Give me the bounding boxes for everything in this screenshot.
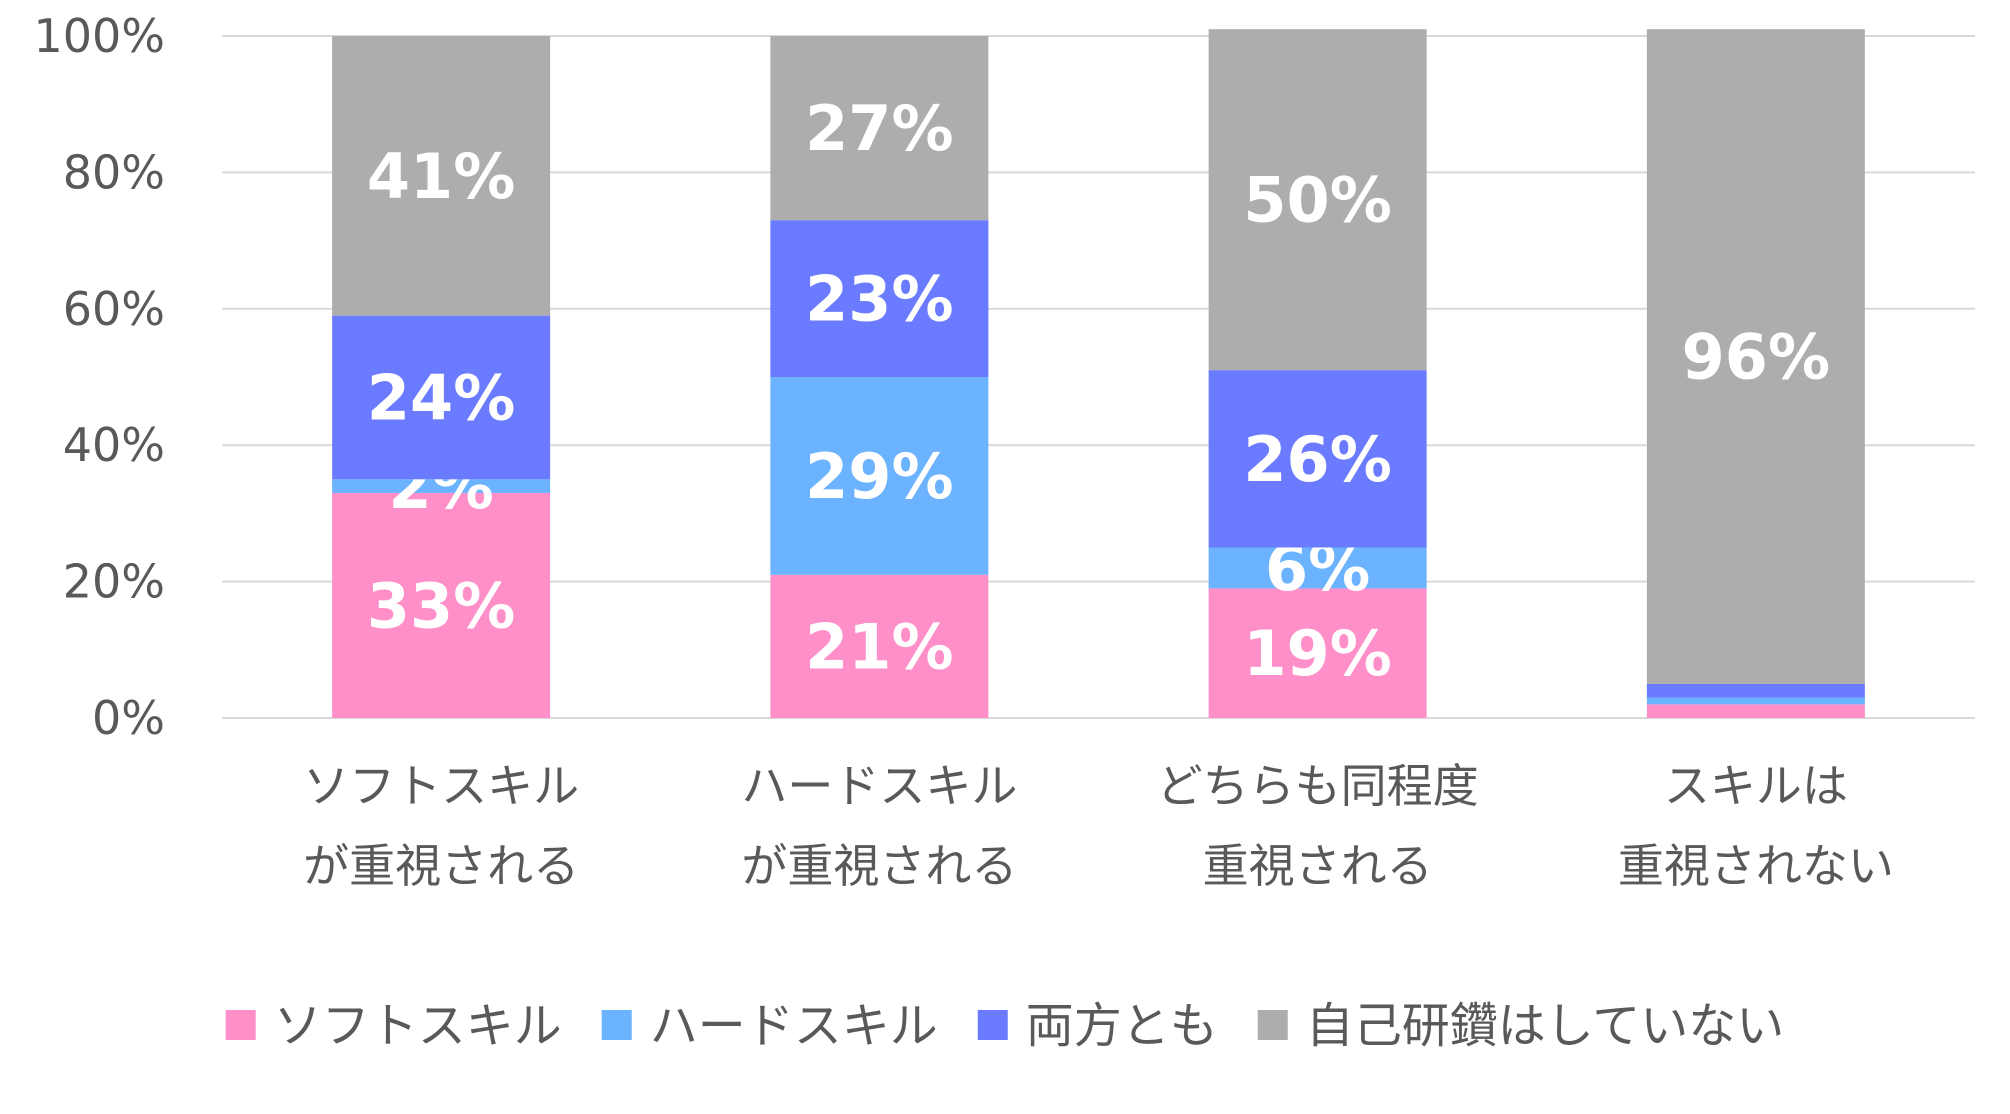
data-label: 27% [805,92,953,165]
x-category-label: が重視される [741,839,1017,893]
legend-swatch [601,1010,632,1040]
bars: 33%2%24%41%21%29%23%27%19%6%26%50%96% [332,29,1865,718]
legend-swatch [225,1010,256,1040]
x-category-label: どちらも同程度 [1157,759,1479,813]
y-tick-label: 100% [33,9,165,63]
x-category-label: スキルは [1664,759,1848,813]
data-label: 23% [805,263,953,336]
bar-segment [770,377,989,575]
bar-segment [332,492,551,718]
y-tick-label: 40% [63,418,165,472]
bar-segment [1208,370,1427,548]
bar-segment [1646,29,1865,684]
data-label: 33% [367,569,515,642]
bar-segment [332,479,551,493]
y-tick-label: 0% [92,691,165,745]
bar-segment [1646,683,1865,698]
legend-swatch [1257,1010,1288,1040]
legend-label: ハードスキル [650,998,938,1054]
legend: ソフトスキル ハードスキル 両方とも 自己研鑽はしていない [225,998,1785,1054]
data-label: 21% [805,610,953,683]
legend-label: ソフトスキル [274,998,562,1054]
x-category-label: 重視されない [1618,839,1894,893]
data-label: 41% [367,140,515,213]
legend-swatch [977,1010,1008,1040]
bar-segment [1646,704,1865,718]
data-label: 24% [367,361,515,434]
bar-segment [770,220,989,377]
data-label: 50% [1243,164,1391,237]
data-label: 29% [805,440,953,513]
y-tick-label: 20% [63,555,165,609]
x-category-label: ソフトスキル [303,759,579,813]
bar-segment [332,36,551,316]
bar-segment [770,574,989,718]
x-category-label: ハードスキル [741,759,1017,813]
x-category-label: が重視される [303,839,579,893]
y-axis-ticks: 0% 20% 40% 60% 80% 100% [33,9,165,745]
bar-segment [770,36,989,221]
bar-segment [1208,29,1427,371]
y-tick-label: 80% [63,145,165,199]
bar-segment [332,315,551,480]
x-axis-labels: ソフトスキルが重視されるハードスキルが重視されるどちらも同程度重視されるスキルは… [303,759,1894,893]
bar-segment [1646,697,1865,705]
legend-label: 両方とも [1026,998,1218,1054]
bar-segment [1208,588,1427,718]
x-category-label: 重視される [1203,839,1433,893]
y-tick-label: 60% [63,282,165,336]
data-label: 26% [1243,423,1391,496]
bar-segment [1208,547,1427,589]
data-label: 96% [1682,321,1830,394]
data-label: 19% [1243,617,1391,690]
legend-label: 自己研鑽はしていない [1306,998,1785,1054]
